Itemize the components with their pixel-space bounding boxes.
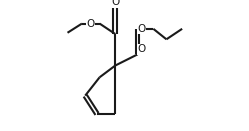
Text: O: O [138, 44, 146, 54]
Text: O: O [111, 0, 120, 7]
Text: O: O [86, 19, 95, 29]
Text: O: O [138, 24, 146, 34]
